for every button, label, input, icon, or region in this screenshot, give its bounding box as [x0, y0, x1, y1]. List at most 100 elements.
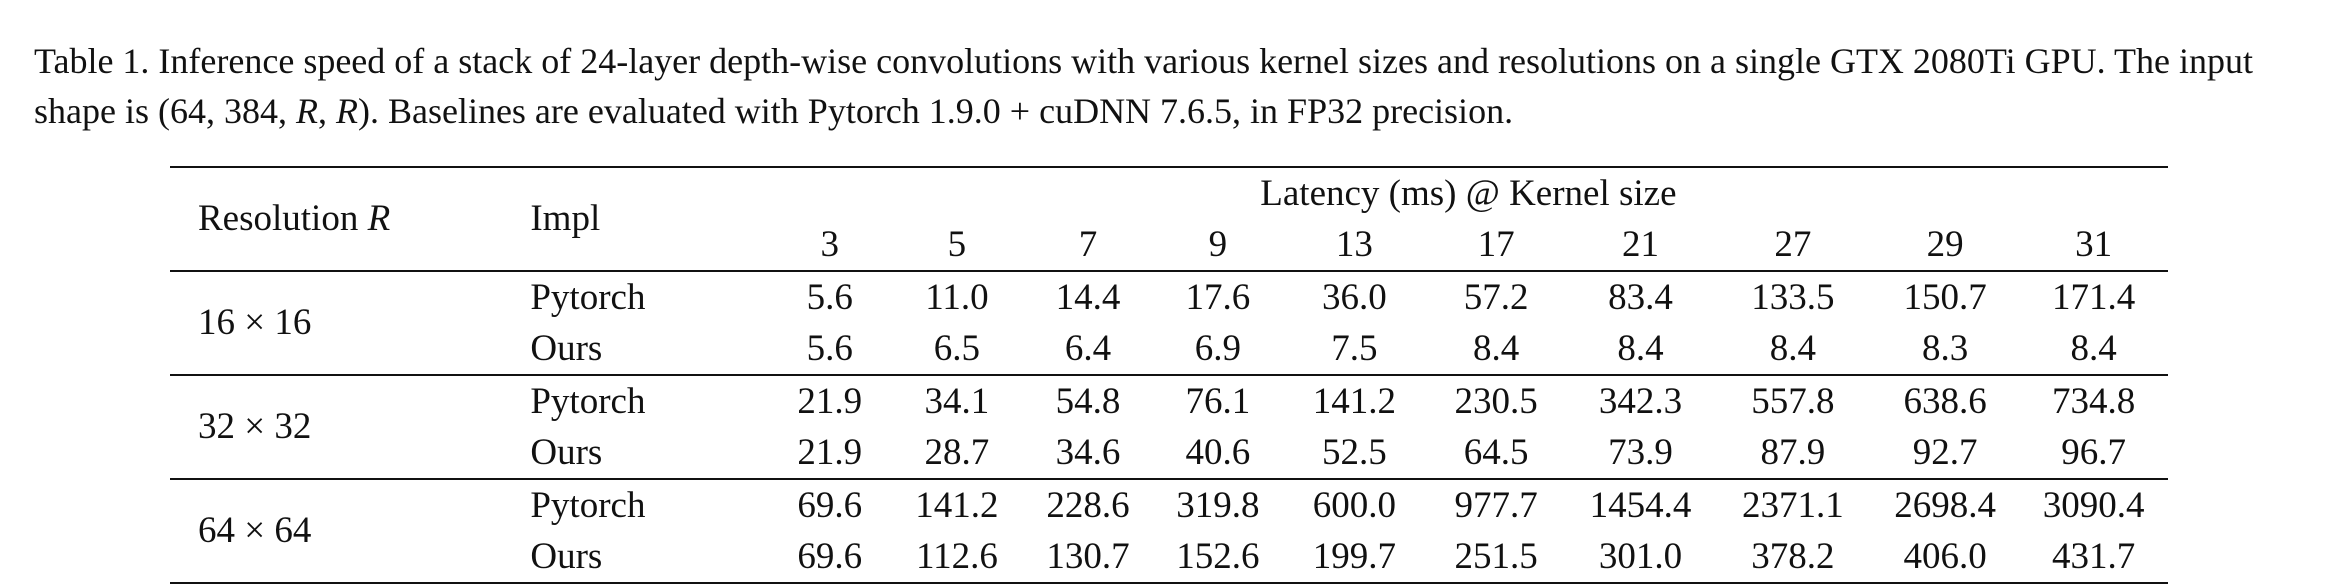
latency-value-cell: 8.4: [1617, 327, 1664, 369]
latency-value-cell: 21.9: [797, 431, 863, 473]
latency-value-cell: 3090.4: [2019, 478, 2168, 531]
impl-cell: Ours: [530, 431, 603, 473]
latency-value-cell: 73.9: [1608, 431, 1673, 473]
latency-value-cell: 130.7: [1023, 531, 1153, 584]
table-row: 16 × 16 Pytorch 5.6 11.0 14.4 17.6 36.0 57.2 83.…: [170, 270, 2168, 375]
caption-variable-r: R: [295, 91, 318, 131]
latency-value-cell: 57.2: [1425, 270, 1567, 323]
resolution-cell: 64 × 64: [170, 478, 531, 584]
table-caption: Table 1. Inference speed of a stack of 2…: [34, 36, 2314, 136]
latency-value-cell: 69.6: [768, 531, 891, 584]
latency-value-cell: 141.2: [890, 478, 1024, 531]
latency-value-cell: 11.0: [890, 270, 1024, 323]
latency-value-cell: 8.4: [1769, 327, 1816, 369]
header-kernel-size: 29: [1926, 223, 1964, 265]
header-kernel-size: 21: [1621, 223, 1659, 265]
table-row: Ours 5.6 6.5 6.4 6.9 7.5 8.4 8.4 8.4 8.3 8.4: [170, 323, 2168, 375]
resolution-cell: 32 × 32: [170, 374, 531, 479]
resolution-cell: 16 × 16: [170, 270, 531, 375]
latency-value-cell: 83.4: [1566, 270, 1715, 323]
latency-value-cell: 199.7: [1282, 531, 1426, 584]
header-kernel-size: 13: [1335, 223, 1373, 265]
impl-cell: Ours: [530, 327, 603, 369]
impl-cell: Ours: [530, 531, 769, 584]
header-row-top: Resolution R Impl Latency (ms) @ Kernel …: [170, 166, 2168, 271]
table-body: 16 × 16 Pytorch 5.6 11.0 14.4 17.6 36.0 57.2 83.…: [170, 270, 2168, 584]
header-kernel-sizes: 3 5 7 9 13 17 21 27 29 31: [170, 219, 2168, 271]
latency-value-cell: 17.6: [1152, 270, 1283, 323]
table-row: 64 × 64 Pytorch 69.6 141.2 228.6 319.8 600.0 97…: [170, 478, 2168, 584]
latency-value-cell: 406.0: [1870, 531, 2020, 584]
latency-value-cell: 251.5: [1425, 531, 1567, 584]
latency-value-cell: 5.6: [806, 327, 853, 369]
table-row: 32 × 32 Pytorch 21.9 34.1 54.8 76.1 141.2 230.5…: [170, 374, 2168, 479]
latency-value-cell: 96.7: [2061, 431, 2127, 473]
latency-value-cell: 638.6: [1870, 374, 2020, 427]
header-kernel-size: 3: [820, 223, 839, 265]
latency-value-cell: 6.4: [1064, 327, 1112, 369]
latency-value-cell: 52.5: [1321, 431, 1387, 473]
latency-value-cell: 133.5: [1714, 270, 1871, 323]
latency-value-cell: 8.4: [2070, 327, 2117, 369]
header-kernel-size: 17: [1477, 223, 1515, 265]
latency-value-cell: 87.9: [1760, 431, 1826, 473]
latency-value-cell: 6.9: [1194, 327, 1241, 369]
latency-value-cell: 40.6: [1185, 431, 1251, 473]
latency-value-cell: 228.6: [1023, 478, 1153, 531]
caption-variable-r: R: [335, 91, 358, 131]
latency-value-cell: 230.5: [1425, 374, 1567, 427]
latency-value-cell: 977.7: [1425, 478, 1567, 531]
header-kernel-size: 9: [1208, 223, 1228, 265]
latency-value-cell: 34.6: [1055, 431, 1121, 473]
latency-value-cell: 378.2: [1714, 531, 1871, 584]
latency-value-cell: 112.6: [890, 531, 1024, 584]
latency-value-cell: 600.0: [1282, 478, 1426, 531]
latency-value-cell: 6.5: [933, 327, 981, 369]
table-row: Ours 21.9 28.7 34.6 40.6 52.5 64.5 73.9 87.9 92.7…: [170, 427, 2168, 479]
header-kernel-size: 27: [1774, 223, 1812, 265]
latency-value-cell: 734.8: [2019, 374, 2168, 427]
latency-value-cell: 8.3: [1922, 327, 1969, 369]
header-resolution: Resolution R: [170, 166, 531, 271]
header-impl: Impl: [530, 166, 769, 271]
latency-value-cell: 152.6: [1152, 531, 1283, 584]
latency-value-cell: 36.0: [1282, 270, 1426, 323]
latency-value-cell: 2371.1: [1714, 478, 1871, 531]
latency-value-cell: 301.0: [1566, 531, 1715, 584]
impl-cell: Pytorch: [530, 374, 769, 427]
header-kernel-size: 7: [1078, 223, 1098, 265]
impl-cell: Pytorch: [530, 478, 769, 531]
latency-value-cell: 557.8: [1714, 374, 1871, 427]
header-kernel-size: 31: [2075, 223, 2113, 265]
latency-value-cell: 76.1: [1152, 374, 1283, 427]
latency-value-cell: 64.5: [1463, 431, 1529, 473]
header-resolution-variable: R: [367, 198, 391, 239]
latency-value-cell: 8.4: [1472, 327, 1520, 369]
latency-value-cell: 431.7: [2019, 531, 2168, 584]
latency-value-cell: 69.6: [768, 478, 891, 531]
latency-value-cell: 7.5: [1331, 327, 1378, 369]
latency-value-cell: 5.6: [768, 270, 891, 323]
latency-value-cell: 54.8: [1023, 374, 1153, 427]
latency-value-cell: 34.1: [890, 374, 1024, 427]
latency-value-cell: 92.7: [1912, 431, 1978, 473]
latency-value-cell: 150.7: [1870, 270, 2020, 323]
latency-value-cell: 342.3: [1566, 374, 1715, 427]
latency-value-cell: 171.4: [2019, 270, 2168, 323]
header-kernel-size: 5: [947, 223, 967, 265]
latency-value-cell: 21.9: [768, 374, 891, 427]
table-row: Ours 69.6 112.6 130.7 152.6 199.7 251.5 301.0 37…: [170, 531, 2168, 584]
latency-table: Resolution R Impl Latency (ms) @ Kernel …: [170, 166, 2168, 584]
caption-separator: ,: [317, 91, 336, 131]
header-latency-group: Latency (ms) @ Kernel size: [768, 166, 2168, 219]
latency-value-cell: 2698.4: [1870, 478, 2020, 531]
caption-text-1: Table 1. Inference speed of a stack of 2…: [34, 41, 2253, 131]
impl-cell: Pytorch: [530, 270, 769, 323]
latency-value-cell: 319.8: [1152, 478, 1283, 531]
latency-value-cell: 1454.4: [1566, 478, 1715, 531]
caption-text-2: ). Baselines are evaluated with Pytorch …: [357, 91, 1514, 131]
latency-value-cell: 14.4: [1023, 270, 1153, 323]
latency-value-cell: 141.2: [1282, 374, 1426, 427]
header-resolution-label: Resolution: [198, 198, 368, 239]
latency-value-cell: 28.7: [924, 431, 990, 473]
